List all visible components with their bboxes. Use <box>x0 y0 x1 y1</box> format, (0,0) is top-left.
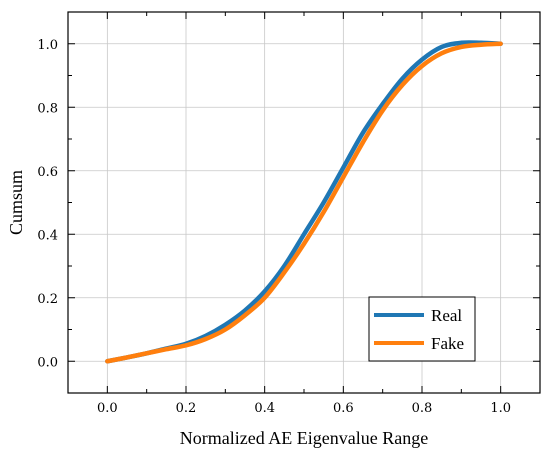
x-axis-label: Normalized AE Eigenvalue Range <box>180 428 428 448</box>
legend-label-fake: Fake <box>431 334 464 353</box>
y-tick-label: 1.0 <box>37 38 58 53</box>
x-tick-label: 0.8 <box>412 401 433 416</box>
x-tick-label: 0.2 <box>176 401 197 416</box>
series-line-fake <box>105 41 503 364</box>
y-tick-label: 0.2 <box>37 292 58 307</box>
plot-frame <box>67 11 541 394</box>
legend: Real Fake <box>368 296 476 362</box>
series-lines <box>105 40 503 364</box>
x-tick-label: 0.6 <box>333 401 354 416</box>
y-tick-label: 0.6 <box>37 165 58 180</box>
x-tick-label: 0.4 <box>254 401 275 416</box>
x-tick-label: 0.0 <box>97 401 118 416</box>
tick-labels: 0.0 0.2 0.4 0.6 0.8 1.0 0.0 0.2 0.4 0.6 0.8 1.0 <box>37 38 511 416</box>
y-axis-label: Cumsum <box>6 170 26 235</box>
y-tick-label: 0.4 <box>37 228 58 243</box>
x-tick-label: 1.0 <box>490 401 511 416</box>
y-tick-label: 0.0 <box>37 355 58 370</box>
y-tick-label: 0.8 <box>37 101 58 116</box>
legend-box <box>368 296 476 362</box>
legend-label-real: Real <box>431 306 462 325</box>
